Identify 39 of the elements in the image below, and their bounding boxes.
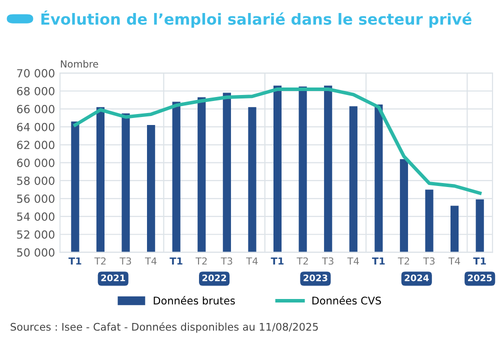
x-tick-label: T1 (170, 257, 182, 265)
y-tick-label: 54 000 (17, 212, 54, 221)
source-note: Sources : Isee - Cafat - Données disponibles au 11/08/2025 (10, 322, 318, 333)
y-tick-label: 68 000 (17, 86, 54, 96)
x-tick-label: T1 (68, 257, 82, 265)
x-tick-label: T2 (398, 257, 410, 265)
x-tick-label: T3 (322, 257, 334, 265)
y-tick-label: 62 000 (17, 140, 54, 150)
x-tick-label: T4 (347, 257, 359, 265)
x-tick-label: T2 (94, 257, 106, 265)
y-axis-title: Nombre (60, 60, 98, 68)
y-tick-label: 60 000 (17, 158, 54, 168)
x-tick-label: T1 (473, 257, 486, 265)
legend-label: Données brutes (154, 296, 235, 305)
x-tick-label: T4 (448, 257, 460, 265)
chart-title: Évolution de l’emploi salarié dans le secteur privé (41, 10, 472, 28)
y-tick-label: 52 000 (17, 230, 54, 239)
x-tick-label: T2 (196, 257, 207, 265)
text: 2024 (404, 274, 429, 282)
y-tick-label: 66 000 (17, 104, 54, 114)
x-tick-label: T1 (372, 257, 385, 265)
x-tick-label: T4 (246, 257, 258, 265)
text: 2023 (304, 274, 328, 282)
y-tick-label: 50 000 (17, 248, 54, 257)
text: 2025 (468, 274, 492, 282)
x-tick-label: T4 (144, 257, 157, 265)
legend-label: Données CVS (312, 296, 381, 305)
text: 2021 (101, 274, 126, 282)
line-series (73, 87, 482, 195)
y-tick-label: 56 000 (17, 194, 54, 203)
x-tick-label: T2 (296, 257, 308, 265)
y-tick-label: 70 000 (17, 69, 54, 78)
y-tick-label: 64 000 (17, 122, 54, 132)
x-tick-label: T1 (270, 257, 284, 265)
x-tick-label: T3 (120, 257, 132, 265)
text: 2022 (202, 274, 226, 282)
y-tick-label: 58 000 (17, 176, 54, 185)
x-tick-label: T3 (423, 257, 435, 265)
x-tick-label: T3 (220, 257, 232, 265)
